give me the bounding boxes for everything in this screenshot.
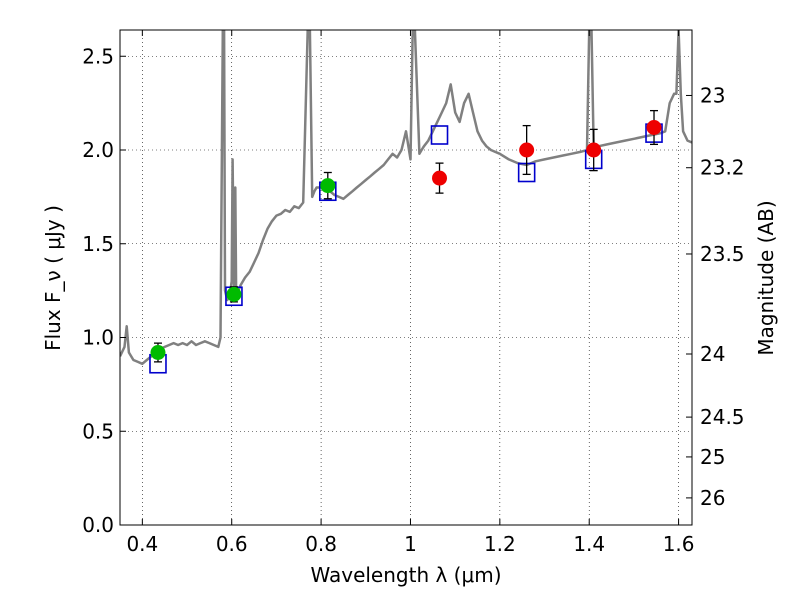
spectrum-line [120,30,692,366]
y2-tick-label: 24.5 [700,405,745,429]
red-point [586,142,602,158]
y2-tick-label: 25 [700,445,725,469]
y2-tick-label: 24 [700,342,725,366]
y-tick-label: 2.0 [82,138,114,162]
y2-tick-label: 23.5 [700,242,745,266]
x-tick-label: 1 [404,532,417,556]
green-point [226,286,242,302]
data-layer [120,30,692,374]
x-tick-label: 0.6 [216,532,248,556]
y2-tick-label: 23.2 [700,156,745,180]
plot-frame [119,29,693,526]
y2-axis-label: Magnitude (AB) [754,200,778,355]
x-tick-label: 1.2 [484,532,516,556]
x-tick-label: 1.6 [663,532,695,556]
y-tick-label: 1.5 [82,232,114,256]
green-point [150,345,166,360]
y-tick-label: 0.0 [82,513,114,537]
red-point [646,120,662,135]
model-square [430,125,449,145]
x-tick-label: 0.4 [126,532,158,556]
y-axis-label: Flux F_ν ( μJy ) [41,205,65,351]
axis-layer: 0.4 0.6 0.8 1 1.2 1.4 1.6 0.0 0.5 1.0 1.5 2.0 2.5 23 2… [82,30,745,556]
x-tick-label: 1.4 [573,532,605,556]
green-point [320,178,336,194]
y-tick-label: 2.5 [82,44,114,68]
red-point [432,170,448,186]
y2-tick-label: 23 [700,83,725,107]
y-tick-label: 1.0 [82,326,114,350]
y-tick-label: 0.5 [82,419,114,443]
x-tick-label: 0.8 [305,532,337,556]
red-point [519,142,535,158]
y2-tick-label: 26 [700,486,725,510]
x-axis-label: Wavelength λ (μm) [310,563,501,587]
grid-layer [120,30,692,526]
